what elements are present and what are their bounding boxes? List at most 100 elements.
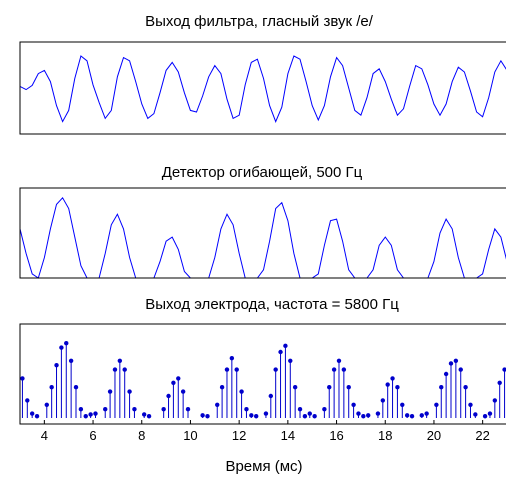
stem-marker — [176, 376, 181, 381]
stem-marker — [25, 398, 30, 403]
stem-marker — [366, 413, 371, 418]
stem-marker — [73, 385, 79, 390]
panel-3-title: Выход электрода, частота = 5800 Гц — [145, 296, 399, 313]
panel-1-frame — [19, 41, 506, 135]
stem-marker — [448, 361, 454, 366]
stem-marker — [244, 407, 249, 412]
stem-marker — [229, 355, 235, 361]
stem-marker — [400, 402, 405, 407]
panel-2-title: Детектор огибающей, 500 Гц — [162, 164, 363, 181]
x-tick-label: 14 — [281, 428, 295, 443]
stem-marker — [463, 385, 468, 390]
panel-1-title: Выход фильтра, гласный звук /е/ — [145, 13, 374, 30]
stem-marker — [78, 407, 84, 412]
stem-marker — [215, 402, 220, 407]
stem-marker — [341, 367, 347, 372]
stem-marker — [283, 343, 288, 349]
stem-marker — [439, 385, 444, 390]
stem-marker — [434, 402, 439, 407]
stem-marker — [453, 358, 459, 363]
x-tick-label: 4 — [41, 428, 48, 443]
stem-marker — [239, 389, 244, 394]
stem-marker — [468, 402, 473, 407]
stem-marker — [336, 358, 342, 363]
stem-marker — [219, 385, 225, 390]
panel-3-plot — [20, 341, 506, 419]
x-axis-label: Время (мс) — [225, 458, 302, 475]
stem-marker — [385, 382, 390, 387]
stem-marker — [88, 412, 93, 417]
stem-marker — [322, 407, 327, 412]
stem-marker — [122, 367, 127, 372]
stem-marker — [409, 414, 415, 419]
stem-marker — [424, 411, 429, 416]
stem-marker — [64, 341, 69, 346]
stem-marker — [278, 349, 283, 355]
stem-marker — [161, 407, 166, 412]
stem-marker — [146, 414, 152, 419]
stem-marker — [34, 414, 40, 419]
stem-marker — [234, 367, 239, 372]
stem-marker — [307, 411, 312, 416]
stem-marker — [458, 367, 463, 372]
stem-marker — [346, 385, 351, 390]
stem-marker — [44, 402, 49, 407]
stem-marker — [292, 385, 298, 390]
stem-marker — [20, 376, 25, 381]
stem-marker — [132, 407, 137, 412]
stem-marker — [117, 358, 123, 363]
stem-marker — [268, 393, 274, 399]
stem-marker — [49, 385, 54, 390]
stem-marker — [29, 411, 35, 416]
stem-marker — [200, 413, 205, 418]
stem-marker — [54, 363, 59, 368]
x-tick-label: 20 — [427, 428, 441, 443]
panel-1-plot — [19, 55, 506, 123]
stem-marker — [375, 411, 381, 416]
stem-marker — [166, 393, 171, 399]
stem-marker — [112, 367, 118, 372]
stem-marker — [390, 376, 395, 381]
stem-marker — [253, 414, 259, 419]
stem-marker — [249, 413, 254, 418]
stem-marker — [351, 402, 356, 407]
stem-marker — [288, 358, 293, 363]
x-tick-label: 6 — [89, 428, 96, 443]
stem-marker — [180, 389, 186, 394]
x-tick-label: 10 — [183, 428, 197, 443]
stem-marker — [263, 411, 269, 416]
stem-marker — [327, 385, 332, 390]
panel-2-frame — [19, 187, 506, 279]
stem-marker — [443, 371, 449, 377]
stem-marker — [473, 412, 478, 417]
panel-1-series-line — [19, 55, 506, 123]
stem-marker — [361, 414, 366, 419]
panel-2-series-line — [19, 196, 506, 279]
stem-marker — [302, 414, 308, 419]
x-axis: 4 6 8 10 12 14 16 18 20 22 — [41, 420, 490, 443]
x-tick-label: 12 — [232, 428, 246, 443]
stem-marker — [107, 389, 113, 394]
panel-3-frame — [19, 323, 506, 425]
stem-marker — [380, 398, 386, 403]
stem-marker — [356, 411, 361, 416]
stem-marker — [83, 414, 88, 419]
stem-marker — [312, 414, 317, 419]
stem-marker — [171, 380, 176, 385]
stem-marker — [497, 380, 502, 385]
x-tick-label: 22 — [475, 428, 489, 443]
panel-2-plot — [19, 196, 506, 279]
stem-marker — [331, 367, 337, 372]
stem-marker — [395, 385, 400, 390]
stem-marker — [205, 414, 210, 419]
stem-marker — [93, 411, 98, 416]
stem-marker — [492, 398, 498, 403]
stem-marker — [141, 412, 147, 417]
stem-marker — [419, 413, 424, 418]
stem-marker — [297, 407, 303, 412]
stem-marker — [68, 358, 74, 363]
x-tick-label: 16 — [329, 428, 343, 443]
stem-marker — [103, 407, 108, 412]
stem-marker — [487, 411, 493, 416]
